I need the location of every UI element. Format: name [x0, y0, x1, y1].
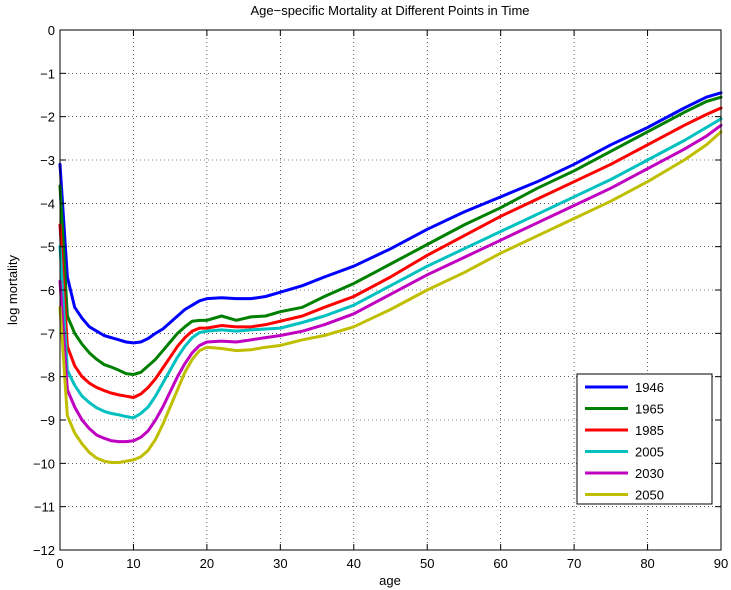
y-tick-label: −1 [40, 66, 55, 81]
y-tick-label: −12 [33, 543, 55, 558]
legend: 1946 1965 1985 2005 2030 2050 [576, 373, 713, 505]
x-tick-label: 60 [493, 556, 507, 571]
y-tick-label: −6 [40, 283, 55, 298]
y-tick-labels: 0 −1 −2 −3 −4 −5 −6 −7 −8 −9 −10 −11 −12 [33, 23, 55, 558]
legend-label-1946: 1946 [635, 380, 664, 395]
x-tick-label: 50 [420, 556, 434, 571]
y-tick-label: −9 [40, 413, 55, 428]
series-line-1965 [58, 95, 723, 376]
y-tick-label: −2 [40, 110, 55, 125]
y-tick-label: −11 [34, 500, 55, 515]
x-tick-label: 10 [126, 556, 140, 571]
x-axis-label: age [379, 573, 401, 588]
legend-label-2030: 2030 [635, 466, 664, 481]
x-tick-label: 70 [567, 556, 581, 571]
x-tick-labels: 0 10 20 30 40 50 60 70 80 90 [56, 556, 728, 571]
y-tick-label: −4 [40, 196, 55, 211]
x-tick-label: 90 [714, 556, 728, 571]
series-line-1946 [58, 91, 723, 345]
y-tick-label: −5 [40, 240, 55, 255]
series-lines [58, 91, 723, 464]
x-tick-label: 0 [56, 556, 63, 571]
axis-ticks [59, 29, 722, 551]
series-line-1985 [58, 106, 723, 399]
y-axis-label: log mortality [5, 254, 20, 325]
y-tick-label: −7 [40, 326, 55, 341]
legend-label-1965: 1965 [635, 402, 664, 417]
legend-label-2005: 2005 [635, 445, 664, 460]
x-tick-label: 20 [200, 556, 214, 571]
x-tick-label: 40 [347, 556, 361, 571]
y-tick-label: 0 [48, 23, 55, 38]
x-tick-label: 80 [640, 556, 654, 571]
y-tick-label: −8 [40, 370, 55, 385]
legend-label-2050: 2050 [635, 488, 664, 503]
y-tick-label: −3 [40, 153, 55, 168]
y-tick-label: −10 [33, 456, 55, 471]
series-line-2030 [58, 123, 723, 444]
series-line-2005 [58, 117, 723, 420]
legend-box [576, 373, 713, 505]
x-tick-label: 30 [273, 556, 287, 571]
series-line-2050 [58, 130, 723, 464]
legend-label-1985: 1985 [635, 423, 664, 438]
chart-title: Age−specific Mortality at Different Poin… [250, 3, 529, 18]
